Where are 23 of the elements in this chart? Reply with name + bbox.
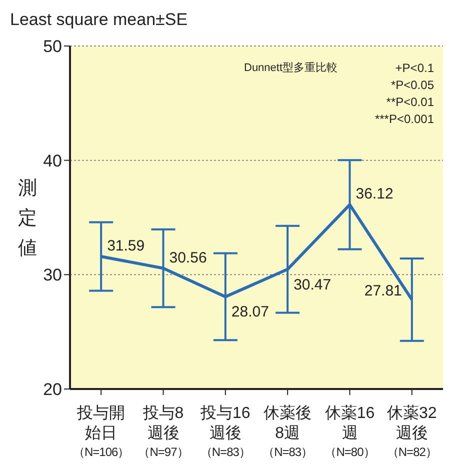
x-tick-label: 投与開始日（N=106） — [72, 404, 130, 460]
data-label: 31.59 — [107, 237, 145, 254]
data-label: 30.56 — [169, 249, 207, 266]
x-tick-label: 投与16週後（N=83） — [199, 404, 252, 460]
annotation: +P<0.1 — [395, 61, 434, 75]
data-label: 30.47 — [294, 276, 332, 294]
y-tick-label: 30 — [43, 266, 62, 285]
data-label: 36.12 — [356, 186, 394, 203]
x-tick-label: 休薬32週後（N=82） — [386, 404, 438, 460]
annotation: Dunnett型多重比較 — [244, 61, 338, 76]
annotation: ***P<0.001 — [374, 111, 434, 128]
x-tick-label: 休薬16週（N=80） — [324, 404, 376, 460]
annotation: *P<0.05 — [390, 77, 434, 94]
y-tick-label: 50 — [43, 37, 62, 56]
y-tick-label: 40 — [43, 151, 62, 170]
annotation: **P<0.01 — [385, 94, 434, 111]
y-tick-label: 20 — [43, 380, 62, 400]
y-axis-title: 測定値 — [18, 177, 38, 261]
x-tick-label: 休薬後8週（N=83） — [262, 404, 314, 460]
x-tick-label: 投与8週後（N=97） — [137, 404, 190, 460]
data-label: 27.81 — [364, 282, 402, 300]
chart-title: Least square mean±SE — [10, 10, 188, 30]
data-label: 28.07 — [231, 304, 269, 321]
